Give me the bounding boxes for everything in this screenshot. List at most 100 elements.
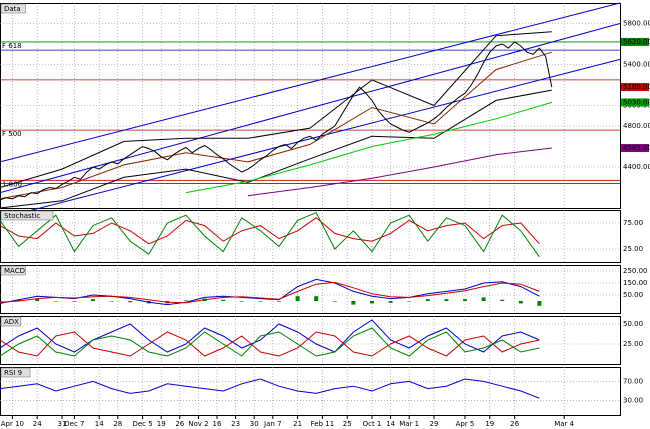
y-tick-label: 250.00 — [623, 267, 648, 275]
x-tick-label: Apr 5 — [456, 420, 475, 428]
x-tick-label: Apr 10 — [1, 420, 24, 428]
series-line — [0, 31, 552, 188]
histogram-bar — [277, 301, 281, 302]
y-tick-label: 4800.00 — [623, 122, 650, 130]
histogram-bar — [258, 301, 263, 302]
x-tick-label: 19 — [485, 420, 494, 428]
x-tick-label: 19 — [157, 420, 166, 428]
panel-title: RSI 9 — [4, 369, 22, 377]
x-tick-label: 21 — [293, 420, 302, 428]
y-tick-label: 75.00 — [623, 219, 643, 227]
panel-title-box — [0, 316, 22, 327]
series-line — [0, 89, 552, 209]
series-line — [247, 147, 552, 197]
series-line — [0, 51, 552, 200]
price-label-box — [621, 83, 649, 92]
y-tick-label: 5400.00 — [623, 61, 650, 69]
histogram-bar — [295, 296, 300, 301]
histogram-bar — [314, 296, 319, 301]
histogram-bar — [481, 297, 486, 301]
histogram-bar — [537, 301, 542, 306]
series-line — [0, 327, 540, 357]
panel-title-box — [0, 210, 54, 221]
price-label: 5620.00 — [623, 38, 650, 46]
histogram-bar — [332, 301, 337, 302]
histogram-bar — [500, 299, 505, 301]
panel — [0, 367, 621, 416]
y-tick-label: 25.00 — [623, 245, 643, 253]
series-line — [0, 41, 553, 201]
x-tick-label: 16 — [213, 420, 222, 428]
series-line — [185, 101, 552, 194]
x-tick-label: Mar 1 — [399, 420, 419, 428]
series-line — [0, 58, 621, 219]
y-tick-label: 25.00 — [623, 340, 643, 348]
series-line — [0, 378, 540, 399]
panel-title: Data — [4, 5, 21, 13]
y-tick-label: 70.00 — [623, 377, 643, 385]
histogram-bar — [109, 301, 114, 302]
x-tick-label: Dec 5 — [132, 420, 152, 428]
panel-title-box — [0, 367, 31, 378]
y-tick-label: 4400.00 — [623, 163, 650, 171]
x-tick-label: 26 — [510, 420, 519, 428]
price-label: 4585.00 — [623, 144, 650, 152]
y-tick-label: 150.00 — [623, 279, 648, 287]
histogram-bar — [184, 300, 188, 301]
price-label-box — [621, 144, 649, 153]
y-tick-label: 30.00 — [623, 397, 643, 405]
panel-title: MACD — [4, 267, 25, 275]
series-line — [0, 2, 621, 163]
x-tick-label: Feb 11 — [311, 420, 335, 428]
x-tick-label: 23 — [231, 420, 240, 428]
x-tick-label: 30 — [250, 420, 259, 428]
y-tick-label: 50.00 — [623, 320, 643, 328]
price-label-box — [621, 37, 649, 46]
y-tick-label: 5800.00 — [623, 20, 650, 28]
histogram-bar — [388, 301, 393, 303]
histogram-bar — [444, 299, 449, 301]
panel — [0, 210, 621, 263]
histogram-bar — [35, 298, 40, 301]
panel-title: Stochastic — [4, 212, 40, 220]
x-tick-label: 14 — [95, 420, 104, 428]
x-tick-label: Mar 4 — [554, 420, 574, 428]
price-label: 5030.00 — [623, 98, 650, 106]
histogram-bar — [0, 301, 2, 303]
panel-title-box — [0, 265, 26, 276]
histogram-bar — [351, 301, 356, 305]
histogram-bar — [463, 299, 467, 301]
x-tick-label: 28 — [113, 420, 122, 428]
price-label: 5180.00 — [623, 83, 650, 91]
histogram-bar — [239, 301, 244, 302]
histogram-bar — [425, 299, 430, 301]
histogram-bar — [518, 301, 523, 304]
x-tick-label: 31 — [58, 420, 67, 428]
panel-title-box — [0, 3, 26, 14]
x-tick-label: 14 — [386, 420, 395, 428]
histogram-bar — [91, 299, 95, 301]
panel-title: ADX — [4, 318, 19, 326]
series-line — [0, 331, 540, 357]
series-line — [0, 278, 540, 306]
price-label-box — [621, 98, 649, 107]
series-line — [0, 211, 540, 258]
x-tick-label: Dec 7 — [64, 420, 84, 428]
panel — [0, 3, 621, 209]
level-label: F 618 — [2, 42, 22, 50]
series-line — [0, 217, 540, 245]
x-tick-label: Nov 2 — [188, 420, 208, 428]
x-tick-label: Jan 7 — [263, 420, 281, 428]
x-tick-label: 26 — [175, 420, 184, 428]
histogram-bar — [72, 301, 77, 302]
series-line — [0, 23, 621, 194]
x-tick-label: Oct 1 — [363, 420, 382, 428]
x-tick-label: 25 — [343, 420, 352, 428]
panel — [0, 265, 621, 314]
x-tick-label: 24 — [33, 420, 42, 428]
histogram-bar — [221, 299, 226, 301]
histogram-bar — [370, 301, 374, 304]
level-label: F 500 — [2, 130, 22, 138]
histogram-bar — [53, 301, 58, 302]
